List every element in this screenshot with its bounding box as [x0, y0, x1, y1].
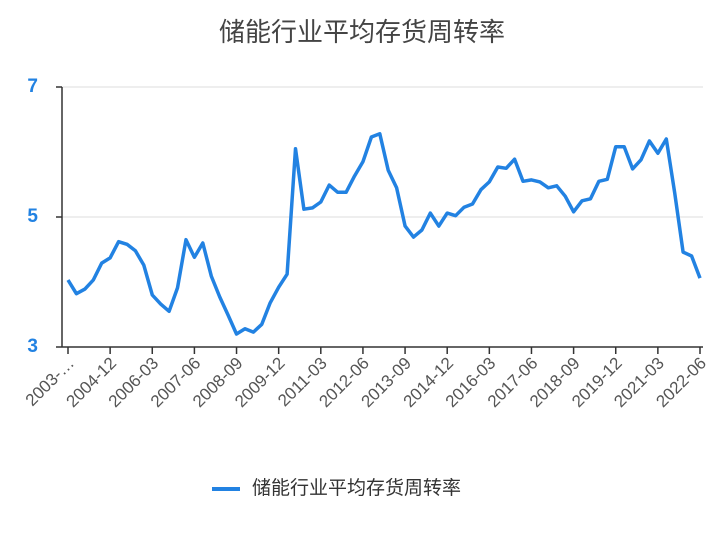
y-tick-label: 5	[27, 206, 38, 227]
y-tick-label: 7	[27, 76, 38, 97]
y-tick-label: 3	[27, 336, 38, 357]
legend-label: 储能行业平均存货周转率	[252, 477, 461, 499]
series-line	[66, 132, 702, 336]
chart-title: 储能行业平均存货周转率	[219, 17, 505, 47]
